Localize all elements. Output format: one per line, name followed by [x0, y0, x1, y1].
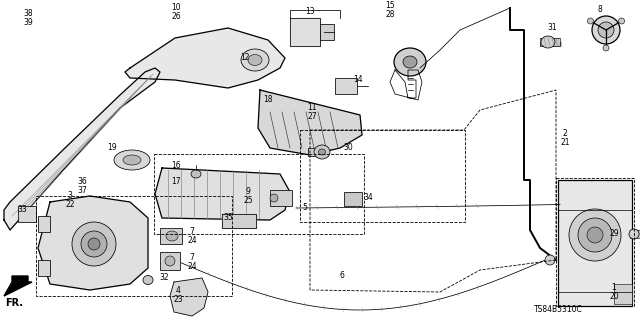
- Text: 38
39: 38 39: [23, 9, 33, 27]
- Ellipse shape: [578, 218, 612, 252]
- Bar: [300, 130, 465, 222]
- Ellipse shape: [165, 256, 175, 266]
- Ellipse shape: [123, 155, 141, 165]
- Text: 15
28: 15 28: [385, 1, 395, 19]
- Ellipse shape: [619, 18, 625, 24]
- Polygon shape: [4, 68, 160, 230]
- Text: 3
22: 3 22: [65, 191, 75, 209]
- Ellipse shape: [88, 238, 100, 250]
- Ellipse shape: [569, 209, 621, 261]
- Ellipse shape: [603, 45, 609, 51]
- Text: 6: 6: [340, 271, 344, 281]
- Text: 19: 19: [107, 143, 117, 153]
- Text: 14: 14: [353, 76, 363, 84]
- Ellipse shape: [241, 49, 269, 71]
- Polygon shape: [290, 18, 320, 46]
- Text: 11
27: 11 27: [307, 103, 317, 121]
- Ellipse shape: [319, 149, 326, 155]
- Polygon shape: [155, 168, 290, 220]
- Bar: [160, 228, 182, 244]
- Polygon shape: [4, 276, 32, 296]
- Ellipse shape: [191, 170, 201, 178]
- Ellipse shape: [629, 229, 639, 239]
- Text: 35: 35: [223, 213, 233, 222]
- Bar: [558, 180, 632, 306]
- Bar: [630, 230, 640, 238]
- Text: 2
21: 2 21: [560, 129, 570, 147]
- Bar: [344, 192, 362, 206]
- Text: 5: 5: [303, 204, 307, 212]
- Ellipse shape: [72, 222, 116, 266]
- Text: 9
25: 9 25: [243, 187, 253, 205]
- Ellipse shape: [592, 16, 620, 44]
- Ellipse shape: [598, 22, 614, 38]
- Ellipse shape: [394, 48, 426, 76]
- Polygon shape: [125, 28, 285, 88]
- Text: 10
26: 10 26: [171, 3, 181, 21]
- Text: 7
24: 7 24: [187, 227, 197, 245]
- Text: 17: 17: [171, 177, 181, 186]
- Ellipse shape: [81, 231, 107, 257]
- Ellipse shape: [588, 18, 593, 24]
- Bar: [36, 196, 232, 296]
- Ellipse shape: [270, 194, 278, 202]
- Text: 4
23: 4 23: [173, 286, 183, 304]
- Bar: [160, 252, 180, 270]
- Bar: [320, 24, 334, 40]
- Bar: [38, 260, 50, 276]
- Ellipse shape: [166, 231, 178, 241]
- Text: 16: 16: [171, 162, 181, 171]
- Ellipse shape: [545, 255, 555, 265]
- Polygon shape: [170, 278, 208, 316]
- Bar: [335, 78, 357, 94]
- Text: 1
20: 1 20: [609, 283, 619, 301]
- Text: 12: 12: [240, 53, 250, 62]
- Polygon shape: [38, 196, 148, 290]
- Bar: [270, 190, 292, 206]
- Bar: [308, 148, 322, 156]
- Ellipse shape: [541, 36, 555, 48]
- Text: 31: 31: [547, 23, 557, 33]
- Text: 33: 33: [17, 205, 27, 214]
- Ellipse shape: [248, 54, 262, 66]
- Text: 34: 34: [363, 194, 373, 203]
- Text: 32: 32: [159, 274, 169, 283]
- Text: 8: 8: [598, 5, 602, 14]
- Ellipse shape: [163, 253, 173, 263]
- Text: 30: 30: [343, 143, 353, 153]
- Text: 18: 18: [263, 95, 273, 105]
- Ellipse shape: [403, 56, 417, 68]
- Ellipse shape: [143, 276, 153, 284]
- Text: 36
37: 36 37: [77, 177, 87, 195]
- Text: 29: 29: [609, 229, 619, 238]
- Ellipse shape: [314, 145, 330, 159]
- Bar: [556, 178, 634, 306]
- Text: FR.: FR.: [5, 298, 23, 308]
- Bar: [18, 206, 36, 222]
- Bar: [540, 38, 560, 46]
- Text: TS84B5310C: TS84B5310C: [534, 306, 582, 315]
- Ellipse shape: [114, 150, 150, 170]
- Polygon shape: [258, 90, 362, 155]
- Polygon shape: [222, 214, 256, 228]
- Text: 13: 13: [305, 7, 315, 17]
- Bar: [614, 284, 632, 304]
- Text: 7
24: 7 24: [187, 253, 197, 271]
- Ellipse shape: [587, 227, 603, 243]
- Bar: [38, 216, 50, 232]
- Bar: [154, 154, 364, 234]
